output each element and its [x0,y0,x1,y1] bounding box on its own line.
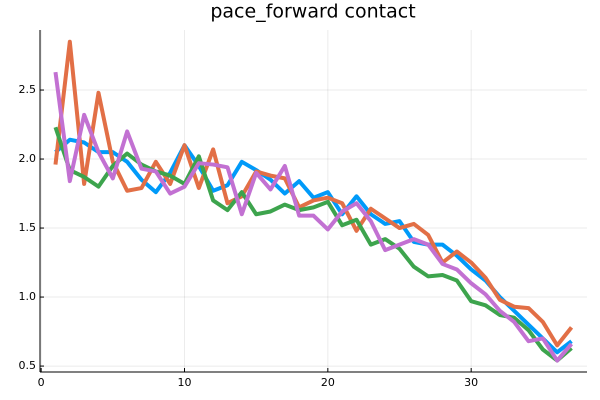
line [53,126,573,363]
x-tick-label: 30 [464,376,478,389]
line [53,71,574,363]
y-tick-label: 2.5 [19,83,37,96]
x-tick-label: 10 [177,376,191,389]
x-tick-label: 20 [321,376,335,389]
y-tick-label: 2.0 [19,152,37,165]
y-tick-label: 0.5 [19,359,37,372]
y-tick-label: 1.5 [19,221,37,234]
x-tick-label: 0 [38,376,45,389]
chart-title: pace_forward contact [210,1,415,23]
line [53,39,574,348]
line [54,137,573,355]
y-tick-label: 1.0 [19,290,37,303]
